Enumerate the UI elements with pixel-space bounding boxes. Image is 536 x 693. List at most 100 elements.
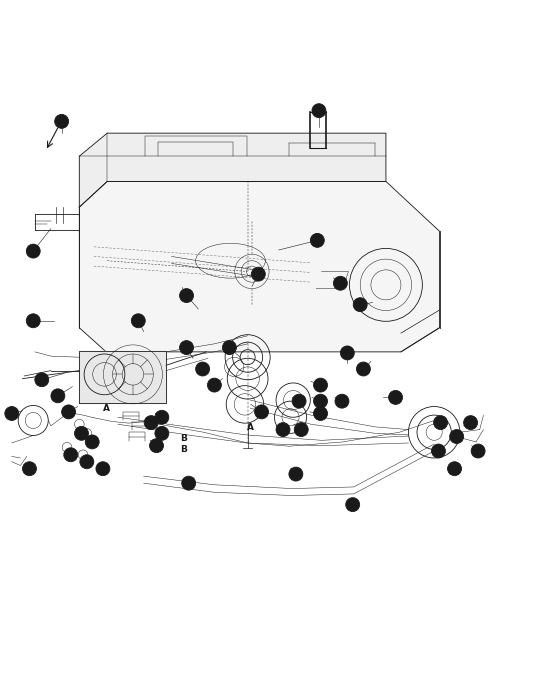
Circle shape [431, 444, 445, 458]
Circle shape [255, 405, 269, 419]
Text: 11: 11 [450, 464, 459, 473]
Text: 40: 40 [7, 409, 17, 418]
Circle shape [314, 378, 327, 392]
Circle shape [55, 114, 69, 128]
Circle shape [464, 416, 478, 430]
Text: 25: 25 [355, 300, 365, 309]
Circle shape [75, 426, 88, 440]
Circle shape [289, 467, 303, 481]
Circle shape [335, 394, 349, 408]
Text: 19: 19 [57, 117, 66, 126]
Text: 32: 32 [391, 393, 400, 402]
Text: 9: 9 [318, 396, 323, 405]
Text: B: B [180, 445, 187, 454]
Text: A: A [102, 403, 110, 412]
Text: 22: 22 [146, 418, 156, 427]
Text: 27: 27 [359, 365, 368, 374]
Circle shape [276, 423, 290, 437]
Circle shape [312, 104, 326, 118]
Text: 3: 3 [31, 247, 36, 256]
Circle shape [251, 267, 265, 281]
Circle shape [450, 430, 464, 444]
Circle shape [310, 234, 324, 247]
Circle shape [448, 462, 461, 475]
Circle shape [314, 394, 327, 408]
Circle shape [96, 462, 110, 475]
Circle shape [294, 423, 308, 437]
Text: 23: 23 [87, 437, 97, 446]
Text: 10: 10 [278, 425, 288, 434]
Text: 41: 41 [25, 464, 34, 473]
Text: 37: 37 [473, 446, 483, 455]
Text: 2: 2 [438, 418, 443, 427]
Text: 30: 30 [28, 316, 38, 325]
Text: 5: 5 [159, 429, 165, 438]
Circle shape [5, 407, 19, 421]
Polygon shape [79, 133, 386, 207]
Text: 36: 36 [257, 407, 266, 416]
Text: 18: 18 [82, 457, 92, 466]
Text: 33: 33 [198, 365, 207, 374]
Text: 12: 12 [64, 407, 73, 416]
Text: 35: 35 [343, 349, 352, 358]
Text: 28: 28 [184, 479, 193, 488]
Circle shape [131, 314, 145, 328]
Polygon shape [79, 182, 440, 352]
Text: 17: 17 [314, 106, 324, 115]
Text: 21: 21 [182, 343, 191, 352]
Circle shape [26, 244, 40, 258]
Text: 15: 15 [133, 316, 143, 325]
Circle shape [85, 435, 99, 449]
Text: 8: 8 [160, 413, 164, 422]
Circle shape [80, 455, 94, 468]
Text: 13: 13 [434, 446, 443, 455]
Text: 26: 26 [316, 409, 325, 418]
Text: 8: 8 [212, 380, 217, 389]
Circle shape [353, 298, 367, 312]
Text: 29: 29 [291, 470, 301, 479]
Circle shape [207, 378, 221, 392]
Circle shape [51, 389, 65, 403]
Circle shape [62, 405, 76, 419]
Circle shape [222, 340, 236, 355]
Polygon shape [79, 351, 166, 403]
Text: 20: 20 [98, 464, 108, 473]
Text: 9: 9 [296, 396, 302, 405]
Circle shape [340, 346, 354, 360]
Text: 38: 38 [152, 441, 161, 450]
Text: 13: 13 [312, 236, 322, 245]
Circle shape [314, 407, 327, 421]
Text: B: B [180, 435, 187, 444]
Circle shape [182, 476, 196, 490]
Text: 16: 16 [452, 432, 461, 441]
Circle shape [180, 288, 193, 303]
Text: 33: 33 [337, 396, 347, 405]
Circle shape [23, 462, 36, 475]
Text: 24: 24 [336, 279, 345, 288]
Circle shape [26, 314, 40, 328]
Circle shape [64, 448, 78, 462]
Text: 39: 39 [66, 450, 76, 459]
Text: 4: 4 [468, 418, 473, 427]
Circle shape [180, 340, 193, 355]
Circle shape [389, 390, 403, 405]
Text: 15: 15 [77, 429, 86, 438]
Text: 31: 31 [316, 380, 325, 389]
Circle shape [471, 444, 485, 458]
Circle shape [155, 410, 169, 424]
Circle shape [155, 426, 169, 440]
Circle shape [356, 362, 370, 376]
Text: 1: 1 [40, 375, 44, 384]
Circle shape [292, 394, 306, 408]
Circle shape [196, 362, 210, 376]
Circle shape [144, 416, 158, 430]
Circle shape [333, 277, 347, 290]
Circle shape [150, 439, 163, 453]
Circle shape [346, 498, 360, 511]
Text: 16: 16 [348, 500, 358, 509]
Text: 14: 14 [254, 270, 263, 279]
Text: 7: 7 [55, 392, 61, 401]
Circle shape [434, 416, 448, 430]
Circle shape [35, 373, 49, 387]
Text: 34: 34 [296, 425, 306, 434]
